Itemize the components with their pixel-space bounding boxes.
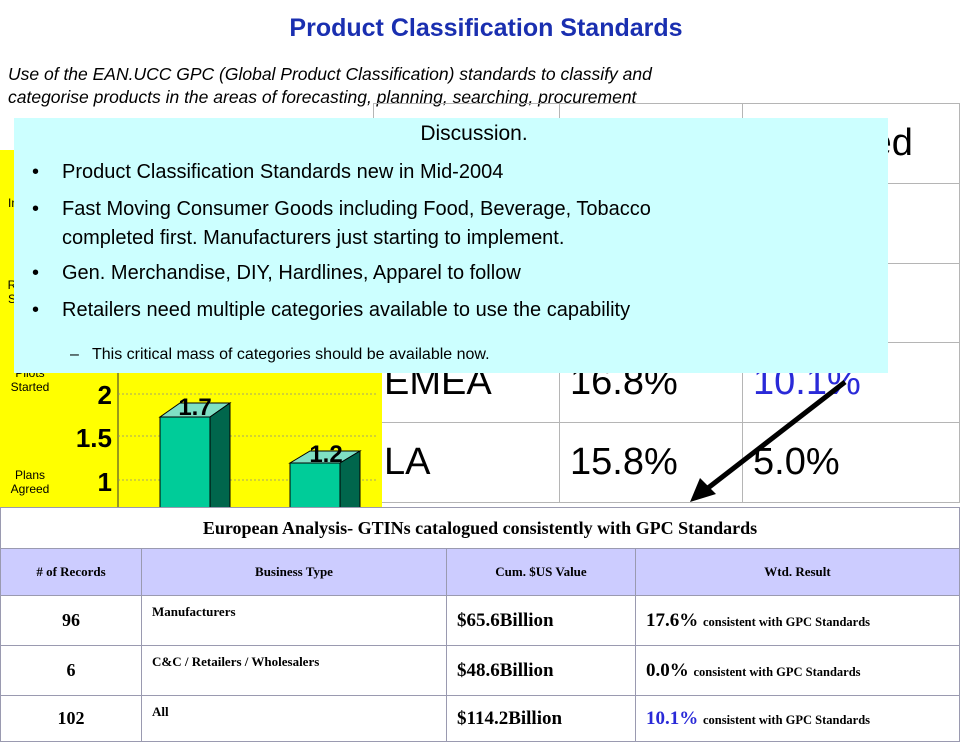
col-header-records: # of Records	[0, 548, 142, 596]
discussion-bullet: Product Classification Standards new in …	[32, 158, 651, 187]
tick-label: 1.5	[76, 423, 112, 453]
discussion-sub-bullet: This critical mass of categories should …	[70, 346, 490, 364]
bar-chart: 2 1.5 1 1.7 1.2	[76, 360, 378, 510]
cell-result: 10.1% consistent with GPC Standards	[635, 695, 960, 742]
eu-analysis-table: European Analysis- GTINs catalogued cons…	[0, 507, 960, 742]
table-row: 102 All $114.2Billion 10.1% consistent w…	[0, 695, 960, 742]
bullet-text: Fast Moving Consumer Goods including Foo…	[62, 198, 651, 220]
bar	[289, 462, 341, 510]
cell-value: $65.6Billion	[446, 595, 636, 646]
discussion-bullet: Gen. Merchandise, DIY, Hardlines, Appare…	[32, 259, 651, 288]
result-pct: 0.0%	[646, 659, 689, 681]
discussion-bullet: Retailers need multiple categories avail…	[32, 296, 651, 325]
stage-label: Plans Agreed	[10, 468, 50, 496]
cell-type: Manufacturers	[141, 595, 447, 646]
cell-result: 0.0% consistent with GPC Standards	[635, 645, 960, 696]
stage-label: In	[7, 196, 18, 210]
region-checks: 15.8%	[559, 422, 743, 503]
discussion-box: Discussion. Product Classification Stand…	[14, 118, 888, 373]
result-note: consistent with GPC Standards	[703, 614, 871, 629]
cell-type: All	[141, 695, 447, 742]
cell-value: $48.6Billion	[446, 645, 636, 696]
bar-side	[339, 450, 361, 510]
eu-header-row: # of Records Business Type Cum. $US Valu…	[0, 548, 960, 596]
result-pct: 10.1%	[646, 707, 699, 729]
table-row: 96 Manufacturers $65.6Billion 17.6% cons…	[0, 595, 960, 646]
cell-records: 102	[0, 695, 142, 742]
eu-table-title: European Analysis- GTINs catalogued cons…	[0, 507, 960, 549]
bullet-text: completed first. Manufacturers just star…	[62, 227, 565, 249]
cell-records: 6	[0, 645, 142, 696]
col-header-result: Wtd. Result	[635, 548, 960, 596]
intro-line-1: Use of the EAN.UCC GPC (Global Product C…	[8, 64, 652, 84]
tick-label: 1	[98, 467, 112, 497]
region-row-la: LA 15.8% 5.0%	[373, 422, 960, 503]
stage-label: R S	[7, 278, 17, 306]
bullet-text: Product Classification Standards new in …	[62, 161, 504, 183]
intro-line-2: categorise products in the areas of fore…	[8, 87, 637, 107]
col-header-value: Cum. $US Value	[446, 548, 636, 596]
result-note: consistent with GPC Standards	[693, 664, 861, 679]
region-weighted: 5.0%	[742, 422, 960, 503]
bar	[159, 416, 211, 510]
bar-side	[209, 402, 231, 510]
region-name: LA	[373, 422, 560, 503]
tick-label: 2	[98, 380, 112, 410]
bullet-text: Gen. Merchandise, DIY, Hardlines, Appare…	[62, 262, 521, 284]
discussion-title: Discussion.	[420, 122, 528, 145]
table-row: 6 C&C / Retailers / Wholesalers $48.6Bil…	[0, 645, 960, 696]
cell-records: 96	[0, 595, 142, 646]
col-header-type: Business Type	[141, 548, 447, 596]
eu-title-row: European Analysis- GTINs catalogued cons…	[0, 507, 960, 549]
page-title: Product Classification Standards	[289, 14, 683, 42]
discussion-list: Product Classification Standards new in …	[32, 158, 651, 333]
bar-label: 1.2	[309, 441, 342, 468]
discussion-bullet: Fast Moving Consumer Goods including Foo…	[32, 195, 651, 253]
intro-text: Use of the EAN.UCC GPC (Global Product C…	[8, 63, 908, 109]
result-pct: 17.6%	[646, 609, 699, 631]
bar-label: 1.7	[178, 394, 211, 421]
cell-type: C&C / Retailers / Wholesalers	[141, 645, 447, 696]
bullet-text: Retailers need multiple categories avail…	[62, 299, 631, 321]
cell-result: 17.6% consistent with GPC Standards	[635, 595, 960, 646]
cell-value: $114.2Billion	[446, 695, 636, 742]
